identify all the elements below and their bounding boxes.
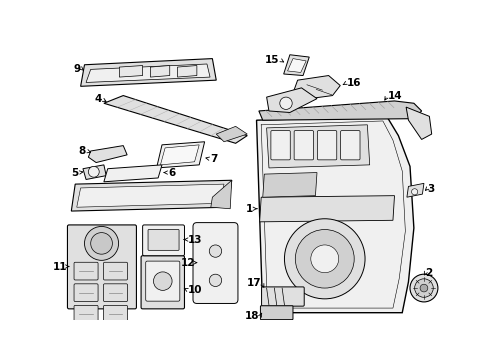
Text: 3: 3	[427, 184, 434, 194]
FancyBboxPatch shape	[68, 225, 136, 309]
Text: 15: 15	[265, 55, 280, 65]
FancyBboxPatch shape	[146, 261, 180, 301]
Polygon shape	[263, 172, 317, 197]
Polygon shape	[284, 55, 309, 76]
Polygon shape	[81, 59, 216, 86]
Text: 5: 5	[71, 167, 78, 177]
Text: 18: 18	[245, 311, 260, 321]
FancyBboxPatch shape	[341, 131, 360, 160]
Text: 17: 17	[246, 278, 261, 288]
Text: 4: 4	[94, 94, 101, 104]
Text: 10: 10	[188, 285, 202, 294]
FancyBboxPatch shape	[141, 256, 184, 309]
FancyBboxPatch shape	[74, 262, 98, 280]
Text: 11: 11	[53, 261, 68, 271]
Polygon shape	[294, 76, 340, 99]
Polygon shape	[120, 66, 143, 77]
Polygon shape	[260, 195, 394, 222]
Circle shape	[91, 233, 112, 254]
Circle shape	[153, 272, 172, 291]
FancyBboxPatch shape	[260, 306, 293, 320]
Circle shape	[209, 245, 221, 257]
Text: 12: 12	[181, 258, 196, 267]
FancyBboxPatch shape	[148, 230, 179, 250]
Polygon shape	[288, 59, 306, 72]
Polygon shape	[407, 183, 424, 197]
Circle shape	[285, 219, 365, 299]
Circle shape	[280, 97, 292, 109]
FancyBboxPatch shape	[193, 222, 238, 303]
Polygon shape	[257, 116, 414, 313]
Circle shape	[88, 166, 99, 177]
Circle shape	[410, 274, 438, 302]
FancyBboxPatch shape	[294, 131, 314, 160]
Text: 16: 16	[346, 78, 361, 88]
Text: 13: 13	[188, 235, 202, 244]
Circle shape	[295, 230, 354, 288]
Polygon shape	[104, 165, 162, 182]
Polygon shape	[104, 95, 247, 143]
Text: 2: 2	[425, 267, 433, 278]
FancyBboxPatch shape	[143, 225, 184, 256]
Circle shape	[415, 279, 433, 297]
Polygon shape	[267, 88, 317, 112]
Circle shape	[311, 245, 339, 273]
Polygon shape	[160, 145, 199, 165]
FancyBboxPatch shape	[318, 131, 337, 160]
FancyBboxPatch shape	[74, 305, 98, 323]
Text: 1: 1	[246, 204, 253, 214]
Polygon shape	[216, 126, 247, 142]
Text: 7: 7	[210, 154, 218, 164]
Polygon shape	[157, 142, 205, 168]
Polygon shape	[259, 101, 421, 120]
Text: 6: 6	[168, 167, 175, 177]
FancyBboxPatch shape	[271, 131, 290, 160]
FancyBboxPatch shape	[103, 305, 127, 323]
Circle shape	[412, 189, 418, 195]
Polygon shape	[86, 64, 210, 82]
FancyBboxPatch shape	[74, 284, 98, 302]
Polygon shape	[267, 125, 369, 168]
FancyBboxPatch shape	[262, 287, 304, 306]
FancyBboxPatch shape	[103, 284, 127, 302]
Circle shape	[420, 284, 428, 292]
Circle shape	[84, 226, 119, 260]
Polygon shape	[150, 66, 170, 77]
Polygon shape	[77, 184, 224, 207]
Polygon shape	[177, 66, 197, 77]
Polygon shape	[72, 180, 232, 211]
FancyBboxPatch shape	[103, 262, 127, 280]
Polygon shape	[88, 145, 127, 163]
Text: 14: 14	[388, 91, 403, 100]
Polygon shape	[83, 165, 106, 180]
Text: 8: 8	[79, 146, 86, 156]
Text: 9: 9	[74, 64, 81, 73]
Circle shape	[209, 274, 221, 287]
Polygon shape	[211, 180, 232, 209]
Polygon shape	[406, 107, 432, 139]
